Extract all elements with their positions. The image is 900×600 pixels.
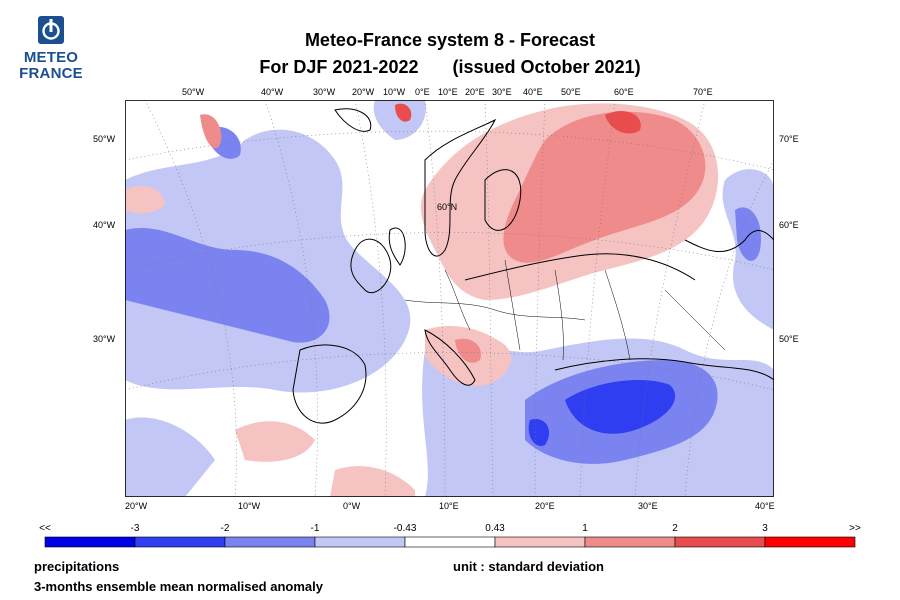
graticule [125, 100, 774, 497]
top-label: 70°E [693, 87, 713, 97]
positive-anomaly-strong [395, 103, 641, 134]
colorbar-segment [494, 536, 586, 548]
anomaly-map [125, 100, 774, 497]
chart-title: Meteo-France system 8 - Forecast [304, 30, 596, 50]
description-label: 3-months ensemble mean normalised anomal… [34, 579, 323, 594]
country-borders [404, 259, 726, 361]
colorbar-tick-label: -1 [311, 523, 320, 534]
right-label: 50°E [779, 334, 799, 344]
top-label: 30°W [313, 87, 336, 97]
top-label: 60°E [614, 87, 634, 97]
unit-label: unit : standard deviation [453, 559, 604, 574]
latitude-label-60n: 60°N [437, 202, 458, 212]
bottom-label: 10°E [439, 501, 459, 511]
positive-anomaly-medium [200, 111, 706, 363]
colorbar-tick-label: 0.43 [485, 523, 505, 534]
colorbar-tick-label: -3 [131, 523, 140, 534]
top-label: 20°E [465, 87, 485, 97]
left-label: 40°W [93, 220, 116, 230]
variable-label: precipitations [34, 559, 120, 574]
right-label: 70°E [779, 134, 799, 144]
issue-label: (issued October 2021) [452, 57, 641, 77]
colorbar: << -3 -2 -1 -0.43 0.43 1 2 3 >> [39, 523, 861, 548]
top-label: 20°W [352, 87, 375, 97]
top-label: 40°W [261, 87, 284, 97]
negative-anomaly-strong [528, 380, 676, 446]
colorbar-tick-label: << [39, 523, 51, 534]
colorbar-segment [404, 536, 496, 548]
colorbar-segment [314, 536, 406, 548]
colorbar-tick-label: 1 [582, 523, 588, 534]
left-label: 30°W [93, 334, 116, 344]
colorbar-tick-label: 2 [672, 523, 678, 534]
top-label: 40°E [523, 87, 543, 97]
bottom-label: 20°E [535, 501, 555, 511]
left-label: 50°W [93, 134, 116, 144]
bottom-label: 0°W [343, 501, 361, 511]
colorbar-tick-label: >> [849, 523, 861, 534]
right-label: 60°E [779, 220, 799, 230]
map-frame [125, 100, 774, 497]
colorbar-segment [44, 536, 136, 548]
top-label: 50°W [182, 87, 205, 97]
coastlines [292, 108, 774, 424]
colorbar-segment [584, 536, 676, 548]
bottom-label: 40°E [755, 501, 775, 511]
logo-text-meteo: METEO [23, 49, 79, 66]
bottom-label: 10°W [238, 501, 261, 511]
top-label: 0°E [415, 87, 430, 97]
colorbar-segment [134, 536, 226, 548]
top-label: 30°E [492, 87, 512, 97]
colorbar-tick-label: 3 [762, 523, 768, 534]
top-label: 10°W [383, 87, 406, 97]
colorbar-segment [224, 536, 316, 548]
logo-text-france: FRANCE [19, 65, 83, 82]
meteo-france-logo: METEO FRANCE [12, 14, 90, 84]
colorbar-segment [674, 536, 766, 548]
colorbar-segment [764, 536, 856, 548]
colorbar-tick-label: -0.43 [394, 523, 417, 534]
bottom-label: 30°E [638, 501, 658, 511]
logo-emblem-icon [38, 16, 64, 44]
top-label: 10°E [438, 87, 458, 97]
chart-subtitle: For DJF 2021-2022 (issued October 2021) [0, 57, 900, 78]
season-label: For DJF 2021-2022 [259, 57, 419, 77]
bottom-label: 20°W [125, 501, 148, 511]
top-label: 50°E [561, 87, 581, 97]
colorbar-tick-label: -2 [221, 523, 230, 534]
